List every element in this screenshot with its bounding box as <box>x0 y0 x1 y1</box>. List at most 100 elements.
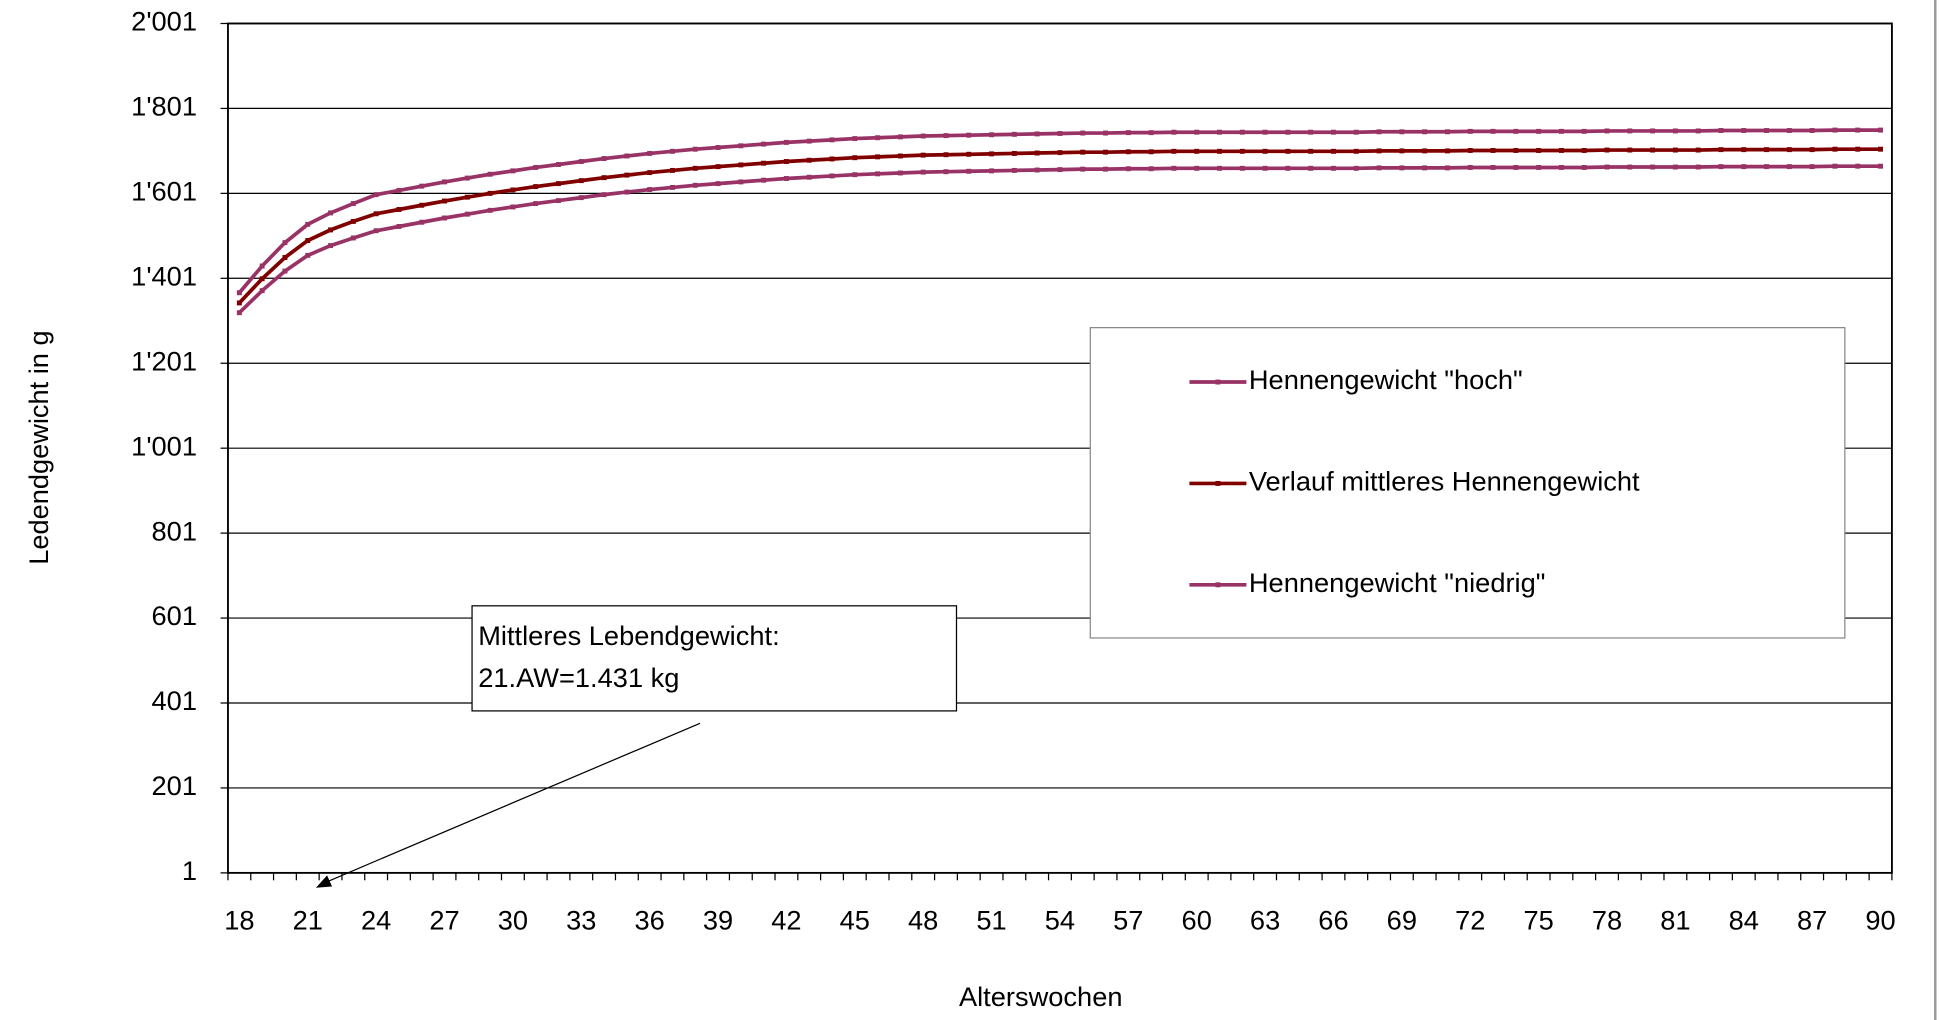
data-point <box>1627 147 1633 153</box>
data-point <box>305 238 311 243</box>
data-point <box>1262 129 1268 135</box>
data-point <box>1809 164 1815 170</box>
data-point <box>647 150 653 156</box>
data-point <box>1536 128 1542 134</box>
data-point <box>692 182 698 188</box>
data-point <box>669 167 675 173</box>
data-point <box>1627 128 1633 134</box>
data-point <box>1855 127 1861 133</box>
data-point <box>989 168 995 174</box>
data-point <box>806 157 812 163</box>
data-point <box>282 268 288 274</box>
y-tick-label: 1'201 <box>131 345 197 376</box>
data-point <box>875 154 881 160</box>
data-point <box>1764 164 1770 170</box>
data-point <box>624 153 630 159</box>
plot-frame <box>227 22 1893 874</box>
data-point <box>1581 128 1587 134</box>
x-tick-label: 24 <box>361 905 391 936</box>
legend-marker <box>1215 582 1221 588</box>
data-point <box>396 187 402 193</box>
data-point <box>852 172 858 178</box>
data-point <box>1718 128 1724 133</box>
x-tick-label: 57 <box>1113 905 1143 936</box>
data-point <box>328 210 334 216</box>
y-tick-label: 601 <box>152 600 197 631</box>
data-point <box>1581 164 1587 170</box>
data-point <box>1080 166 1086 172</box>
legend-label: Hennengewicht "niedrig" <box>1249 567 1546 598</box>
data-point <box>1650 128 1656 134</box>
data-point <box>1353 129 1359 135</box>
data-point <box>783 139 789 145</box>
data-point <box>1011 150 1017 156</box>
data-point <box>1650 164 1656 170</box>
x-tick-label: 27 <box>429 905 459 936</box>
data-point <box>1672 164 1678 170</box>
data-point <box>829 173 835 179</box>
data-point <box>1809 147 1815 153</box>
data-point <box>556 162 561 167</box>
data-point <box>1285 129 1291 135</box>
data-point <box>1171 148 1177 154</box>
data-point <box>669 148 675 154</box>
annotation-arrowhead <box>315 875 333 888</box>
data-point <box>1558 164 1564 170</box>
data-point <box>1695 164 1701 170</box>
data-point <box>1239 148 1245 154</box>
data-point <box>373 228 379 234</box>
data-point <box>1581 148 1587 153</box>
data-point <box>1650 147 1656 153</box>
data-point <box>966 168 972 174</box>
data-point <box>624 172 630 178</box>
data-point <box>1513 164 1519 170</box>
data-point <box>510 168 516 174</box>
x-tick-label: 69 <box>1387 905 1417 936</box>
data-point <box>1832 146 1838 152</box>
x-tick-label: 63 <box>1250 905 1280 936</box>
y-tick-label: 2'001 <box>131 6 197 37</box>
data-point <box>487 171 493 177</box>
data-point <box>533 201 539 207</box>
data-point <box>487 207 493 213</box>
data-point <box>419 202 425 208</box>
x-tick-label: 21 <box>293 905 323 936</box>
data-point <box>989 132 995 138</box>
data-point <box>920 152 926 158</box>
y-tick-label: 401 <box>152 685 197 716</box>
data-point <box>419 183 425 189</box>
x-tick-label: 48 <box>908 905 938 936</box>
data-point <box>1832 127 1838 133</box>
data-point <box>1855 163 1861 169</box>
x-tick-label: 36 <box>635 905 665 936</box>
data-point <box>1080 130 1086 136</box>
data-point <box>806 174 812 180</box>
data-point <box>305 252 311 258</box>
y-tick-label: 201 <box>152 770 197 801</box>
data-point <box>624 189 630 195</box>
data-point <box>715 145 721 150</box>
data-point <box>601 192 607 198</box>
data-point <box>1764 128 1770 133</box>
data-point <box>1330 165 1336 171</box>
data-point <box>1262 165 1268 171</box>
data-point <box>806 138 812 144</box>
data-point <box>715 181 721 187</box>
data-point <box>350 235 356 241</box>
data-point <box>989 151 995 157</box>
data-point <box>1399 165 1405 171</box>
y-tick-label: 1'001 <box>131 430 197 461</box>
data-point <box>578 159 584 164</box>
data-point <box>692 165 698 171</box>
data-point <box>259 288 265 294</box>
data-point <box>1490 128 1496 134</box>
data-point <box>1672 147 1678 153</box>
data-point <box>578 178 584 184</box>
data-point <box>1194 129 1200 135</box>
data-point <box>1148 149 1154 155</box>
data-point <box>1878 146 1883 152</box>
data-point <box>1011 167 1017 173</box>
annotation-text: Mittleres Lebendgewicht: <box>478 620 779 651</box>
data-point <box>1057 131 1063 136</box>
data-point <box>1217 129 1222 135</box>
